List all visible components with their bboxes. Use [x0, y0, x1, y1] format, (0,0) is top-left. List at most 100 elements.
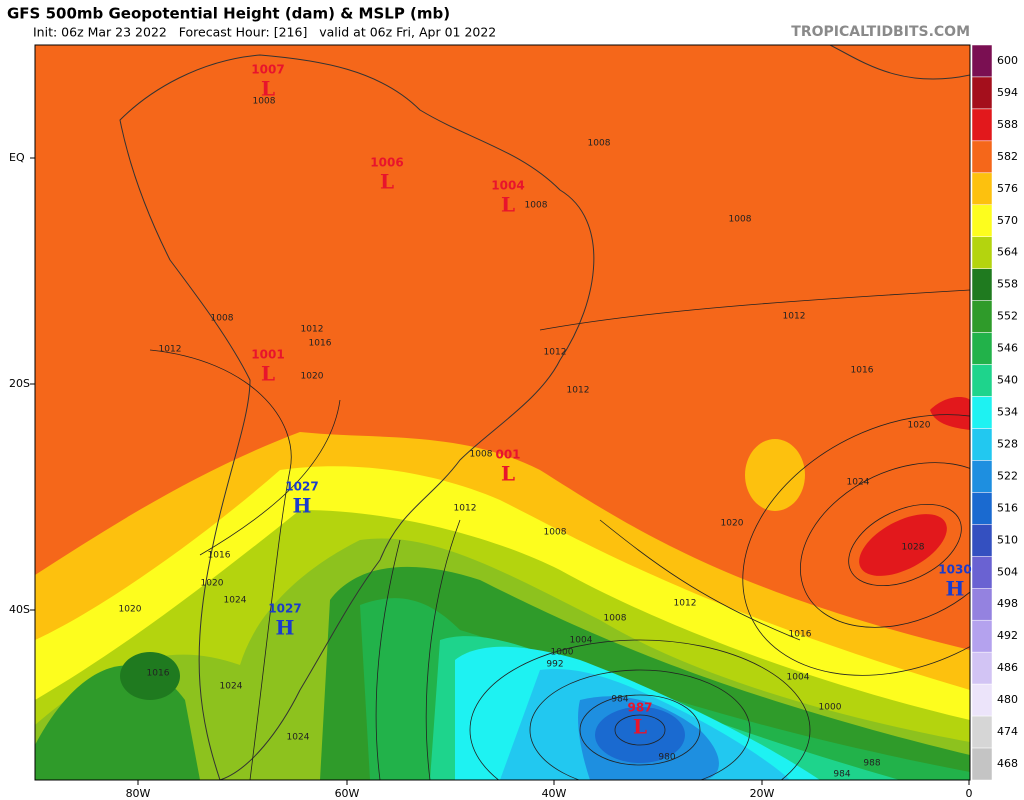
band: [595, 707, 685, 763]
colorbar-label: 510: [997, 533, 1018, 546]
center-letter: L: [633, 715, 647, 739]
isobar-label: 1024: [847, 478, 870, 488]
isobar-label: 1008: [525, 201, 548, 211]
isobar-label: 1024: [220, 682, 243, 692]
colorbar-segment: [971, 556, 993, 589]
colorbar-segment: [971, 300, 993, 333]
colorbar-segment: [971, 268, 993, 301]
isobar-label: 988: [863, 759, 880, 769]
isobar-label: 1008: [253, 97, 276, 107]
center-pressure: 1006: [370, 156, 403, 170]
lat-label: 20S: [9, 377, 30, 390]
colorbar-label: 492: [997, 629, 1018, 642]
colorbar-segment: [971, 683, 993, 717]
colorbar-label: 516: [997, 501, 1018, 514]
center-letter: H: [293, 494, 312, 518]
isobar-label: 1012: [674, 599, 697, 609]
colorbar-segment: [971, 588, 993, 621]
lon-label: 80W: [126, 787, 151, 800]
colorbar-segment: [971, 236, 993, 269]
isobar-label: 1028: [902, 543, 925, 553]
colorbar-label: 534: [997, 406, 1018, 419]
center-pressure: 1007: [251, 63, 284, 77]
center-letter: L: [380, 170, 394, 194]
isobar-label: 1008: [470, 450, 493, 460]
center-pressure: 987: [627, 701, 652, 715]
colorbar-label: 468: [997, 757, 1018, 770]
isobar-label: 984: [833, 770, 850, 780]
center-letter: L: [501, 193, 515, 217]
colorbar-segment: [971, 460, 993, 493]
isobar-label: 1016: [851, 366, 874, 376]
lat-label: EQ: [9, 151, 25, 164]
map: [35, 45, 970, 780]
colorbar-segment: [971, 332, 993, 365]
lon-label: 0: [966, 787, 973, 800]
center-letter: L: [501, 462, 515, 486]
overlay: 600 594 588 582 576 570 564 558 552 546 540 534 528 5…: [9, 44, 1018, 800]
colorbar-label: 546: [997, 342, 1018, 355]
colorbar-segment: [971, 204, 993, 237]
colorbar-label: 600: [997, 54, 1018, 67]
center-pressure: 1030: [938, 563, 971, 577]
center-letter: H: [946, 577, 965, 601]
colorbar-label: 540: [997, 374, 1018, 387]
colorbar-label: 504: [997, 565, 1018, 578]
source: TROPICALTIDBITS.COM: [791, 24, 970, 40]
coastline: [829, 45, 970, 80]
colorbar-segment: [971, 428, 993, 461]
isobar-label: 1008: [211, 314, 234, 324]
colorbar-segment: [971, 44, 993, 78]
isobar-label: 1004: [787, 673, 810, 683]
colorbar-label: 486: [997, 661, 1018, 674]
isobar-label: 984: [611, 695, 628, 705]
center-pressure: 1027: [285, 480, 318, 494]
isobar-label: 1016: [309, 339, 332, 349]
colorbar-label: 564: [997, 246, 1018, 259]
band: [930, 397, 970, 430]
colorbar-label: 552: [997, 310, 1018, 323]
isobar-label: 1000: [551, 648, 574, 658]
center-letter: L: [261, 362, 275, 386]
title: GFS 500mb Geopotential Height (dam) & MS…: [7, 5, 450, 23]
isobar-label: 1008: [588, 139, 611, 149]
isobar-label: 1020: [301, 372, 324, 382]
colorbar-label: 498: [997, 597, 1018, 610]
center-pressure: 1004: [491, 179, 524, 193]
lon-label: 60W: [335, 787, 360, 800]
isobar-label: 1012: [544, 348, 567, 358]
isobar-label: 1004: [570, 636, 593, 646]
colorbar-segment: [971, 396, 993, 429]
colorbar-segment: [971, 524, 993, 557]
colorbar-segment: [971, 108, 993, 142]
colorbar-segment: [971, 715, 993, 749]
center-pressure: 001: [495, 448, 520, 462]
colorbar-label: 570: [997, 214, 1018, 227]
center-letter: L: [261, 77, 275, 101]
colorbar-label: 594: [997, 86, 1018, 99]
isobar-label: 1012: [454, 504, 477, 514]
isobar-label: 1020: [201, 579, 224, 589]
center-pressure: 1001: [251, 348, 284, 362]
isobar-label: 1012: [567, 386, 590, 396]
isobar-label: 1000: [819, 703, 842, 713]
isobar-label: 1012: [159, 345, 182, 355]
isobar-label: 1012: [783, 312, 806, 322]
isobar-label: 1008: [729, 215, 752, 225]
colorbar-segment: [971, 747, 993, 781]
colorbar-label: 576: [997, 182, 1018, 195]
isobar-label: 1008: [544, 528, 567, 538]
isobar-label: 1024: [224, 596, 247, 606]
isobar-label: 1020: [721, 519, 744, 529]
colorbar-segment: [971, 651, 993, 685]
subtitle: Init: 06z Mar 23 2022 Forecast Hour: [21…: [33, 25, 496, 40]
isobar-label: 1024: [287, 733, 310, 743]
lon-label: 20W: [750, 787, 775, 800]
center-pressure: 1027: [268, 602, 301, 616]
colorbar-segment: [971, 172, 993, 206]
colorbar-label: 474: [997, 725, 1018, 738]
colorbar-label: 480: [997, 693, 1018, 706]
colorbar-label: 522: [997, 469, 1018, 482]
